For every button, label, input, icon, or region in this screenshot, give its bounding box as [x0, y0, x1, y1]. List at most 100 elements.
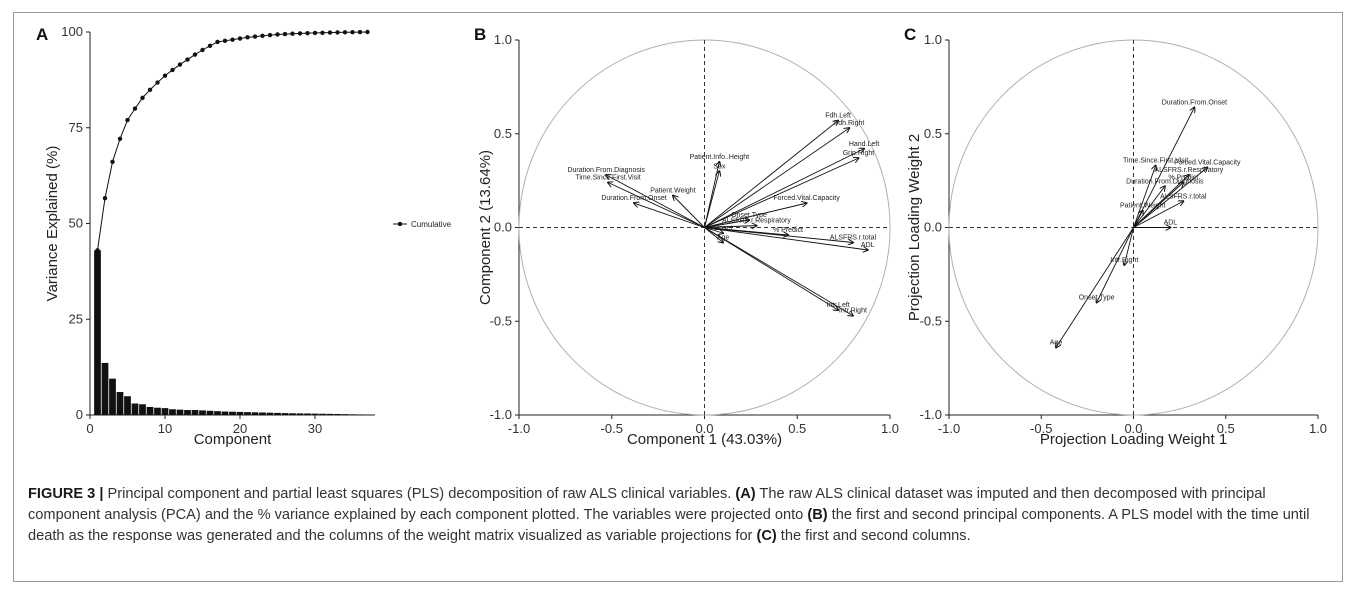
cumulative-point [147, 87, 153, 93]
cumulative-point [155, 80, 160, 85]
x-axis-title: Projection Loading Weight 1 [1040, 431, 1227, 448]
vector-arrow [1133, 183, 1184, 228]
loading-vector: Duration.From.Onset [1133, 100, 1227, 228]
vector-arrow [704, 227, 724, 234]
legend: Cumulative [393, 220, 452, 229]
variance-bar [334, 414, 341, 415]
y-tick-label: 0.0 [924, 220, 942, 235]
x-axis-title: Component [194, 431, 272, 448]
vector-arrow [1133, 166, 1156, 228]
y-tick-label: 1.0 [494, 32, 512, 47]
loading-vector: Sex [704, 163, 726, 228]
variance-bar [109, 378, 116, 415]
cumulative-point [275, 32, 280, 37]
vector-arrow [704, 227, 853, 243]
cumulative-point [297, 31, 303, 36]
caption-text-2: The raw ALS clinical dataset was imputed… [28, 486, 1266, 523]
cumulative-point [282, 31, 288, 37]
variance-bar [124, 396, 131, 415]
cumulative-point [350, 29, 355, 35]
vector-label: Onset [714, 225, 733, 232]
vector-label: Time.Since.First.Visit [1123, 158, 1188, 165]
vector-label: ADL [861, 242, 875, 249]
variance-bar [191, 410, 199, 415]
loading-vector: Time.Since.First.Visit [1123, 158, 1188, 228]
vector-label: Age [717, 235, 730, 242]
variance-bar [206, 410, 214, 415]
vector-label: % Predict [773, 227, 803, 234]
vector-arrow [1097, 227, 1134, 303]
vector-label: Age [1050, 340, 1063, 347]
vector-label: ADL [1164, 220, 1178, 227]
x-tick-label: 0.5 [1217, 421, 1235, 436]
variance-bar [229, 411, 236, 415]
panel-label-c: C [904, 25, 916, 44]
loading-vector: ALSFRS.r.total [704, 227, 876, 243]
vector-label: ALSFRS.r.total [1160, 193, 1207, 200]
variance-bar [349, 414, 356, 415]
caption-text-3: the first and second principal component… [28, 507, 1310, 544]
vector-arrow [704, 149, 865, 228]
caption-ref-b: (B) [807, 507, 828, 523]
vector-label: Duration.From.Diagnosis [567, 167, 645, 174]
variance-bar [139, 404, 146, 415]
cumulative-point [170, 67, 175, 73]
variance-bar [244, 412, 251, 415]
loading-vector: Intr.Left [704, 227, 850, 311]
loading-vector: Duration.From.Onset [601, 195, 705, 228]
variance-bar [319, 413, 326, 415]
y-tick-label: 0.0 [494, 220, 512, 235]
cumulative-point [365, 29, 370, 35]
vector-label: Fdh.Left [825, 113, 851, 120]
y-tick-label: 100 [61, 24, 83, 39]
vector-arrow [704, 128, 850, 228]
x-tick-label: -0.5 [1030, 421, 1052, 436]
cumulative-point [162, 73, 168, 78]
variance-bar [341, 414, 349, 415]
loading-vector: ADL [1133, 220, 1178, 228]
vector-label: Time.Since.First.Visit [575, 175, 640, 182]
cumulative-point [335, 30, 340, 35]
loading-vector: Duration.From.Diagnosis [1126, 178, 1204, 228]
variance-bar [251, 412, 259, 415]
loading-vector: ALSFRS.r.Respiratory [704, 218, 791, 228]
cumulative-point [312, 30, 318, 36]
x-tick-label: 0.0 [1124, 421, 1142, 436]
panel-label-a: A [36, 25, 48, 44]
x-tick-label: -0.5 [601, 421, 623, 436]
loading-vector: Duration.From.Diagnosis [567, 167, 705, 228]
vector-label: Patient.Weight [1120, 203, 1165, 210]
y-tick-label: 0.5 [924, 126, 942, 141]
vector-label: Duration.From.Onset [1162, 100, 1227, 107]
variance-bar [281, 413, 289, 415]
caption-text-4: the first and second columns. [776, 528, 971, 544]
cumulative-point [140, 95, 145, 101]
variance-bar [161, 408, 169, 415]
panel-b: B -1.0 -0.5 0.0 0.5 1.0 -1.0 -0.5 0.0 0.5 1.0 Patie… [474, 25, 899, 448]
variance-bar [326, 413, 334, 415]
variance-bar [356, 414, 364, 415]
vector-arrow [704, 226, 757, 228]
vector-label: ALSFRS.r.Respiratory [722, 218, 791, 225]
cumulative-point [305, 30, 310, 36]
loading-vector: Hand.Left [704, 141, 879, 228]
x-tick-label: 30 [308, 421, 322, 436]
vector-label: % Predict [1168, 175, 1198, 182]
x-tick-label: 1.0 [881, 421, 899, 436]
vector-arrow [704, 220, 750, 228]
caption-label: FIGURE 3 | [28, 486, 104, 502]
cumulative-point [177, 62, 183, 67]
variance-bar [116, 392, 124, 415]
vector-arrow [634, 203, 705, 228]
y-tick-label: -1.0 [920, 407, 942, 422]
variance-bar [296, 413, 304, 415]
variance-bar [169, 409, 176, 415]
variance-bar [214, 411, 221, 415]
x-tick-label: 1.0 [1309, 421, 1327, 436]
vector-arrow [1124, 227, 1134, 266]
vector-arrow [1133, 168, 1208, 228]
vector-label: Onset.Type [731, 212, 767, 219]
variance-bar [274, 412, 281, 415]
cumulative-point [245, 35, 250, 40]
variance-bar [154, 407, 161, 415]
